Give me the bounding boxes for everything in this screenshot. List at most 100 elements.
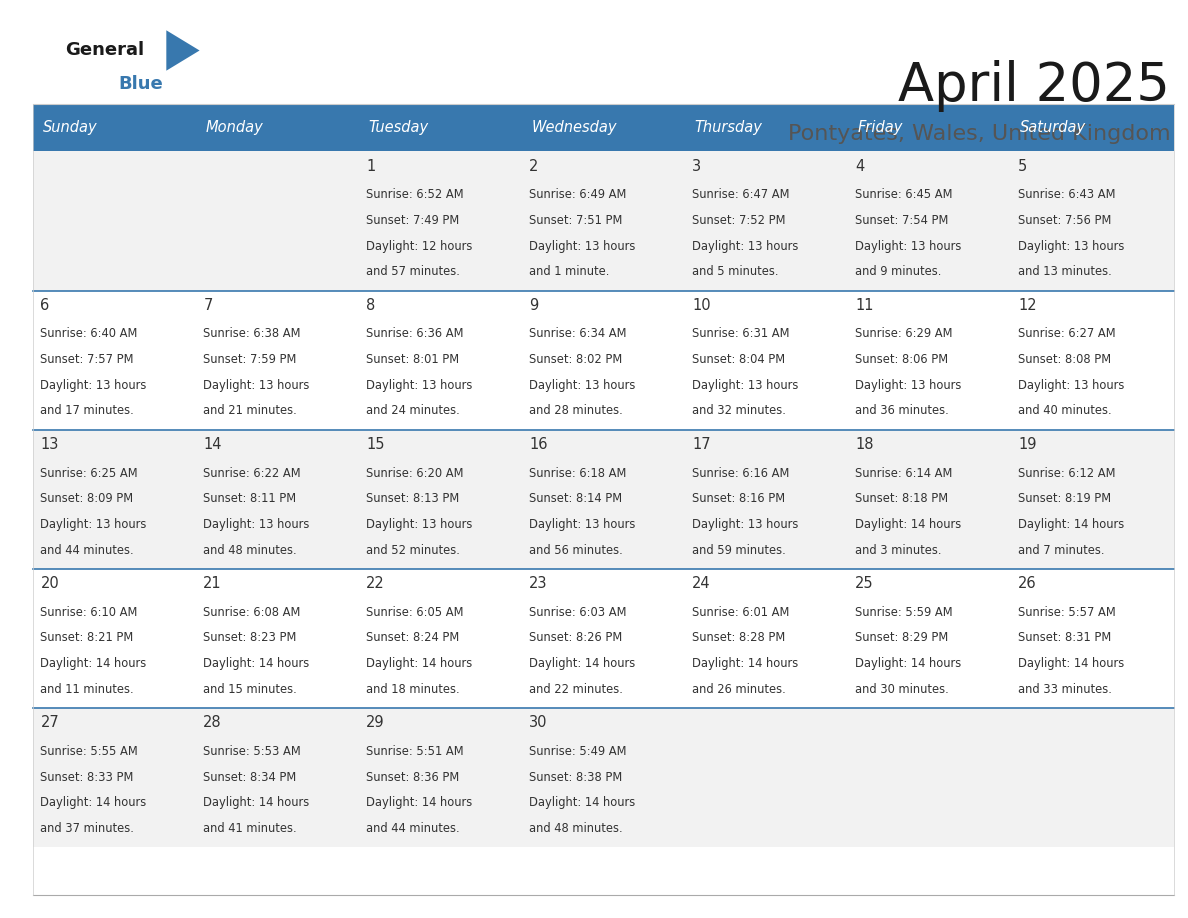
Text: Daylight: 13 hours: Daylight: 13 hours xyxy=(40,379,147,392)
Text: 19: 19 xyxy=(1018,437,1036,453)
Text: and 48 minutes.: and 48 minutes. xyxy=(203,543,297,556)
Text: and 17 minutes.: and 17 minutes. xyxy=(40,405,134,418)
Text: Sunrise: 6:29 AM: Sunrise: 6:29 AM xyxy=(855,328,953,341)
Text: Sunset: 8:38 PM: Sunset: 8:38 PM xyxy=(529,770,623,784)
Text: and 5 minutes.: and 5 minutes. xyxy=(693,265,778,278)
Bar xyxy=(33,151,196,291)
Text: Sunrise: 6:47 AM: Sunrise: 6:47 AM xyxy=(693,188,790,201)
Bar xyxy=(359,430,522,569)
Text: 21: 21 xyxy=(203,577,222,591)
Text: 29: 29 xyxy=(366,715,385,731)
Text: and 37 minutes.: and 37 minutes. xyxy=(40,822,134,835)
Text: 7: 7 xyxy=(203,298,213,313)
Bar xyxy=(685,151,848,291)
Text: and 24 minutes.: and 24 minutes. xyxy=(366,405,460,418)
Text: and 41 minutes.: and 41 minutes. xyxy=(203,822,297,835)
Bar xyxy=(848,569,1011,708)
Text: Sunset: 8:26 PM: Sunset: 8:26 PM xyxy=(529,632,623,644)
Text: Sunset: 8:34 PM: Sunset: 8:34 PM xyxy=(203,770,297,784)
Text: Sunset: 8:13 PM: Sunset: 8:13 PM xyxy=(366,492,460,505)
Text: Daylight: 14 hours: Daylight: 14 hours xyxy=(40,657,146,670)
Text: and 7 minutes.: and 7 minutes. xyxy=(1018,543,1105,556)
Text: Daylight: 13 hours: Daylight: 13 hours xyxy=(855,240,961,252)
Text: 5: 5 xyxy=(1018,159,1028,174)
Bar xyxy=(685,569,848,708)
Text: Sunrise: 5:49 AM: Sunrise: 5:49 AM xyxy=(529,744,626,758)
Text: Daylight: 13 hours: Daylight: 13 hours xyxy=(203,518,310,531)
Text: 13: 13 xyxy=(40,437,58,453)
Text: Daylight: 14 hours: Daylight: 14 hours xyxy=(203,657,310,670)
Text: Sunset: 7:54 PM: Sunset: 7:54 PM xyxy=(855,214,948,227)
Text: Sunrise: 5:57 AM: Sunrise: 5:57 AM xyxy=(1018,606,1116,619)
Bar xyxy=(359,569,522,708)
Text: and 22 minutes.: and 22 minutes. xyxy=(529,683,623,696)
Text: April 2025: April 2025 xyxy=(898,60,1170,112)
Text: 11: 11 xyxy=(855,298,873,313)
Text: and 40 minutes.: and 40 minutes. xyxy=(1018,405,1112,418)
Text: Daylight: 14 hours: Daylight: 14 hours xyxy=(1018,657,1124,670)
Bar xyxy=(1011,104,1174,151)
Text: Daylight: 13 hours: Daylight: 13 hours xyxy=(1018,379,1124,392)
Text: Sunrise: 6:16 AM: Sunrise: 6:16 AM xyxy=(693,466,790,479)
Text: Sunset: 7:59 PM: Sunset: 7:59 PM xyxy=(203,353,297,366)
Text: and 18 minutes.: and 18 minutes. xyxy=(366,683,460,696)
Bar xyxy=(848,104,1011,151)
Text: Daylight: 13 hours: Daylight: 13 hours xyxy=(366,379,473,392)
Text: Sunset: 8:28 PM: Sunset: 8:28 PM xyxy=(693,632,785,644)
Text: 10: 10 xyxy=(693,298,710,313)
Text: and 30 minutes.: and 30 minutes. xyxy=(855,683,949,696)
Text: and 48 minutes.: and 48 minutes. xyxy=(529,822,623,835)
Bar xyxy=(196,151,359,291)
Text: Daylight: 13 hours: Daylight: 13 hours xyxy=(1018,240,1124,252)
Bar xyxy=(522,291,685,430)
Text: 26: 26 xyxy=(1018,577,1037,591)
Bar xyxy=(196,569,359,708)
Text: 4: 4 xyxy=(855,159,865,174)
Text: Sunset: 8:14 PM: Sunset: 8:14 PM xyxy=(529,492,623,505)
Bar xyxy=(848,430,1011,569)
Text: Tuesday: Tuesday xyxy=(368,120,429,135)
Text: Daylight: 13 hours: Daylight: 13 hours xyxy=(203,379,310,392)
Text: Sunrise: 6:22 AM: Sunrise: 6:22 AM xyxy=(203,466,301,479)
Text: Daylight: 14 hours: Daylight: 14 hours xyxy=(40,796,146,810)
Text: and 13 minutes.: and 13 minutes. xyxy=(1018,265,1112,278)
Bar xyxy=(522,151,685,291)
Text: Sunday: Sunday xyxy=(43,120,97,135)
Text: and 1 minute.: and 1 minute. xyxy=(529,265,609,278)
Text: Daylight: 14 hours: Daylight: 14 hours xyxy=(855,518,961,531)
Text: Sunrise: 6:49 AM: Sunrise: 6:49 AM xyxy=(529,188,626,201)
Text: Sunset: 8:06 PM: Sunset: 8:06 PM xyxy=(855,353,948,366)
Text: 30: 30 xyxy=(529,715,548,731)
Bar xyxy=(1011,708,1174,847)
Text: 2: 2 xyxy=(529,159,538,174)
Text: Sunrise: 5:59 AM: Sunrise: 5:59 AM xyxy=(855,606,953,619)
Bar xyxy=(359,291,522,430)
Bar xyxy=(848,708,1011,847)
Text: Sunrise: 6:38 AM: Sunrise: 6:38 AM xyxy=(203,328,301,341)
Text: Sunrise: 6:01 AM: Sunrise: 6:01 AM xyxy=(693,606,790,619)
Text: Sunrise: 6:34 AM: Sunrise: 6:34 AM xyxy=(529,328,626,341)
Text: Sunset: 8:19 PM: Sunset: 8:19 PM xyxy=(1018,492,1111,505)
Text: Sunrise: 6:20 AM: Sunrise: 6:20 AM xyxy=(366,466,463,479)
Bar xyxy=(33,708,196,847)
Bar xyxy=(522,430,685,569)
Text: Sunset: 8:24 PM: Sunset: 8:24 PM xyxy=(366,632,460,644)
Text: Daylight: 13 hours: Daylight: 13 hours xyxy=(40,518,147,531)
Text: and 44 minutes.: and 44 minutes. xyxy=(366,822,460,835)
Text: 17: 17 xyxy=(693,437,710,453)
Text: Daylight: 14 hours: Daylight: 14 hours xyxy=(529,657,636,670)
Text: Pontyates, Wales, United Kingdom: Pontyates, Wales, United Kingdom xyxy=(788,124,1170,144)
Bar xyxy=(685,291,848,430)
Text: Daylight: 14 hours: Daylight: 14 hours xyxy=(693,657,798,670)
Text: Sunrise: 6:12 AM: Sunrise: 6:12 AM xyxy=(1018,466,1116,479)
Bar xyxy=(848,151,1011,291)
Text: Sunrise: 6:05 AM: Sunrise: 6:05 AM xyxy=(366,606,463,619)
Text: Sunset: 7:51 PM: Sunset: 7:51 PM xyxy=(529,214,623,227)
Bar xyxy=(522,569,685,708)
Text: and 15 minutes.: and 15 minutes. xyxy=(203,683,297,696)
Text: Sunrise: 6:25 AM: Sunrise: 6:25 AM xyxy=(40,466,138,479)
Text: Daylight: 13 hours: Daylight: 13 hours xyxy=(529,518,636,531)
Text: Sunrise: 5:55 AM: Sunrise: 5:55 AM xyxy=(40,744,138,758)
Text: 25: 25 xyxy=(855,577,873,591)
Text: Daylight: 14 hours: Daylight: 14 hours xyxy=(203,796,310,810)
